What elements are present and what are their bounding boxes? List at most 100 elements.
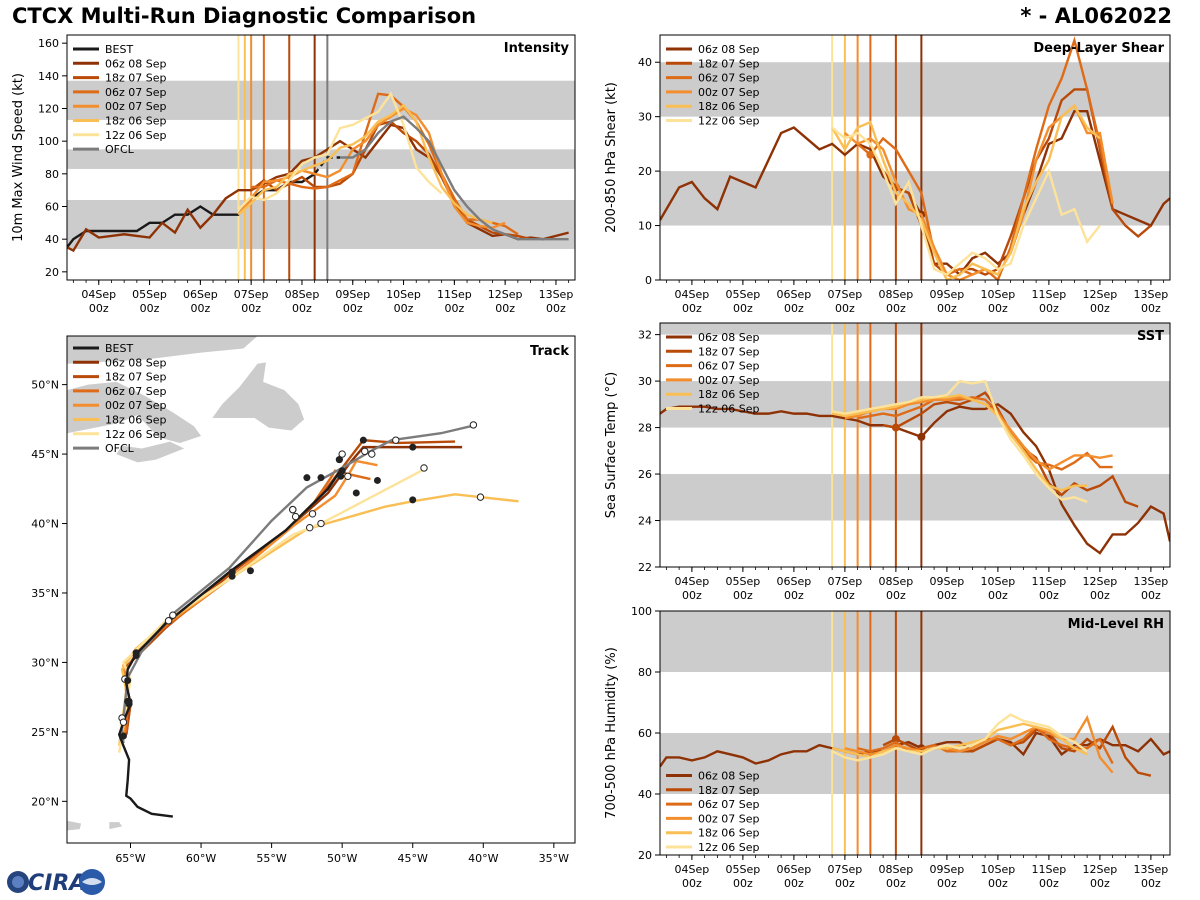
x-tick-label: 00z bbox=[886, 877, 906, 890]
legend-label: 06z 07 Sep bbox=[105, 86, 167, 99]
plot-frame bbox=[659, 34, 1171, 281]
x-tick-label: 11Sep bbox=[1032, 288, 1067, 301]
y-axis-label: 200-850 hPa Shear (kt) bbox=[604, 82, 619, 233]
track-point-open bbox=[476, 493, 485, 501]
legend-label: OFCL bbox=[105, 442, 135, 455]
track-point-open bbox=[119, 718, 128, 726]
panel-shear: 01020304004Sep00z05Sep00z06Sep00z07Sep00… bbox=[604, 34, 1171, 315]
track-point bbox=[303, 474, 311, 482]
plot-frame bbox=[659, 322, 1171, 568]
plot-area bbox=[67, 35, 575, 280]
x-tick-label: 06Sep bbox=[183, 288, 218, 301]
legend-label: 06z 07 Sep bbox=[698, 360, 760, 373]
y-tick-label: 40 bbox=[45, 233, 59, 246]
plot-area bbox=[660, 323, 1170, 567]
x-tick-label: 05Sep bbox=[726, 575, 761, 588]
land-shape bbox=[67, 820, 82, 831]
cira-logo: CIRA bbox=[7, 869, 105, 896]
series-marker bbox=[891, 423, 900, 432]
y-tick-label: 22 bbox=[638, 561, 652, 574]
x-tick-label: 00z bbox=[546, 302, 566, 315]
track-point-open bbox=[392, 436, 400, 444]
legend-label: OFCL bbox=[105, 143, 135, 156]
legend-label: 12z 06 Sep bbox=[105, 428, 167, 441]
series-line bbox=[831, 379, 1088, 504]
y-tick-label: 100 bbox=[38, 135, 59, 148]
x-tick-label: 00z bbox=[1141, 877, 1161, 890]
y-tick-label: 35°N bbox=[31, 587, 59, 600]
panel-title: Track bbox=[530, 344, 569, 359]
series-line bbox=[831, 393, 1088, 492]
x-tick-label: 06Sep bbox=[777, 288, 812, 301]
track-point bbox=[317, 474, 325, 482]
x-tick-label: 00z bbox=[835, 302, 855, 315]
x-tick-label: 05Sep bbox=[132, 288, 167, 301]
track-point bbox=[409, 443, 417, 451]
series-marker bbox=[917, 432, 926, 441]
x-tick-label: 00z bbox=[1039, 302, 1059, 315]
x-tick-label: 11Sep bbox=[437, 288, 472, 301]
shaded-band bbox=[67, 199, 575, 249]
x-tick-label: 55°W bbox=[256, 852, 286, 865]
x-tick-label: 45°W bbox=[398, 852, 428, 865]
y-tick-label: 30 bbox=[638, 111, 652, 124]
legend-label: 18z 06 Sep bbox=[105, 414, 167, 427]
series-line bbox=[340, 115, 569, 241]
x-tick-label: 40°W bbox=[468, 852, 498, 865]
track-point bbox=[132, 649, 140, 657]
y-tick-label: 0 bbox=[645, 274, 652, 287]
track-point bbox=[352, 489, 360, 497]
x-tick-label: 35°W bbox=[539, 852, 569, 865]
legend-label: 18z 07 Sep bbox=[105, 371, 167, 384]
track-point-open bbox=[361, 447, 369, 455]
x-tick-label: 00z bbox=[733, 302, 753, 315]
track-point-open bbox=[291, 512, 300, 521]
panel-title: Deep-Layer Shear bbox=[1033, 41, 1164, 56]
y-tick-label: 80 bbox=[638, 666, 652, 679]
x-tick-label: 60°W bbox=[186, 852, 216, 865]
x-tick-label: 06Sep bbox=[777, 863, 812, 876]
y-tick-label: 32 bbox=[638, 329, 652, 342]
x-tick-label: 00z bbox=[733, 589, 753, 602]
y-tick-label: 40°N bbox=[31, 518, 59, 531]
series-line bbox=[251, 92, 519, 236]
legend-label: 00z 07 Sep bbox=[698, 812, 760, 825]
legend-label: 18z 06 Sep bbox=[698, 388, 760, 401]
legend-label: 06z 07 Sep bbox=[698, 72, 760, 85]
track-line bbox=[341, 423, 477, 469]
track-point-open bbox=[368, 450, 376, 458]
x-tick-label: 00z bbox=[1039, 589, 1059, 602]
legend-label: 12z 06 Sep bbox=[698, 115, 760, 128]
legend-label: 00z 07 Sep bbox=[105, 399, 167, 412]
x-tick-label: 00z bbox=[444, 302, 464, 315]
x-tick-label: 13Sep bbox=[539, 288, 574, 301]
y-tick-label: 24 bbox=[638, 515, 652, 528]
track-line bbox=[122, 438, 456, 735]
x-tick-label: 08Sep bbox=[879, 288, 914, 301]
x-tick-label: 08Sep bbox=[879, 863, 914, 876]
y-tick-label: 20 bbox=[638, 165, 652, 178]
track-point bbox=[335, 456, 343, 464]
shaded-band bbox=[660, 474, 1170, 521]
x-tick-label: 00z bbox=[886, 589, 906, 602]
x-tick-label: 00z bbox=[1039, 877, 1059, 890]
legend-label: 06z 08 Sep bbox=[698, 770, 760, 783]
x-tick-label: 11Sep bbox=[1032, 575, 1067, 588]
legend-label: 00z 07 Sep bbox=[698, 86, 760, 99]
land-shape bbox=[116, 441, 185, 463]
x-tick-label: 10Sep bbox=[981, 288, 1016, 301]
track-point bbox=[373, 476, 381, 484]
series-line bbox=[831, 126, 1101, 276]
x-tick-label: 00z bbox=[682, 877, 702, 890]
x-tick-label: 04Sep bbox=[675, 575, 710, 588]
legend-label: 00z 07 Sep bbox=[105, 100, 167, 113]
x-tick-label: 09Sep bbox=[930, 575, 965, 588]
track-point-open bbox=[344, 472, 352, 480]
x-tick-label: 00z bbox=[784, 589, 804, 602]
track-point-open bbox=[169, 611, 177, 619]
y-tick-label: 50°N bbox=[31, 379, 59, 392]
x-tick-label: 00z bbox=[292, 302, 312, 315]
panel-sst: 22242628303204Sep00z05Sep00z06Sep00z07Se… bbox=[604, 322, 1171, 602]
x-tick-label: 00z bbox=[682, 589, 702, 602]
series-line bbox=[237, 103, 493, 224]
